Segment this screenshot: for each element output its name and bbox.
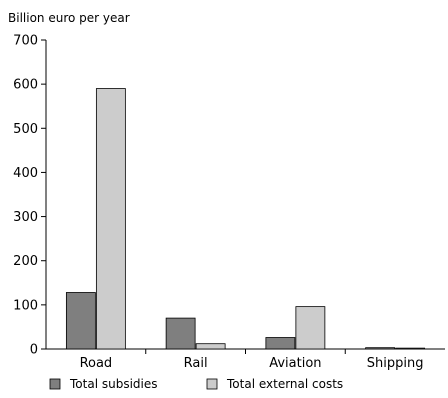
y-axis-ticks: 0 100 200 300 400 500 600 700 [13, 34, 46, 358]
legend-label: Total subsidies [69, 377, 158, 391]
bar-shipping-subsidies [365, 347, 396, 350]
bar-rail-subsidies [165, 317, 196, 350]
y-tick-label: 400 [13, 166, 38, 181]
bars-group [65, 88, 426, 350]
bar-road-external-costs [95, 88, 126, 350]
x-tick-label: Road [80, 356, 113, 371]
bar-aviation-external-costs [295, 306, 326, 350]
y-tick-label: 200 [13, 254, 38, 269]
bar-shipping-external-costs [395, 347, 426, 350]
y-tick-label: 300 [13, 210, 38, 225]
x-tick-label: Shipping [367, 356, 424, 371]
x-tick-label: Aviation [269, 356, 321, 371]
y-tick-label: 600 [13, 78, 38, 93]
y-tick-label: 700 [13, 34, 38, 49]
legend: Total subsidies Total external costs [49, 377, 343, 391]
y-tick-label: 500 [13, 122, 38, 137]
bar-aviation-subsidies [265, 337, 296, 350]
bar-road-subsidies [65, 292, 96, 350]
x-tick-label: Rail [184, 356, 208, 371]
legend-swatch [49, 378, 61, 390]
bar-rail-external-costs [195, 343, 226, 350]
y-axis-title: Billion euro per year [8, 11, 130, 25]
x-axis-labels: Road Rail Aviation Shipping [80, 349, 424, 371]
y-tick-label: 0 [30, 343, 38, 358]
legend-swatch [206, 378, 218, 390]
y-tick-label: 100 [13, 298, 38, 313]
legend-label: Total external costs [226, 377, 343, 391]
